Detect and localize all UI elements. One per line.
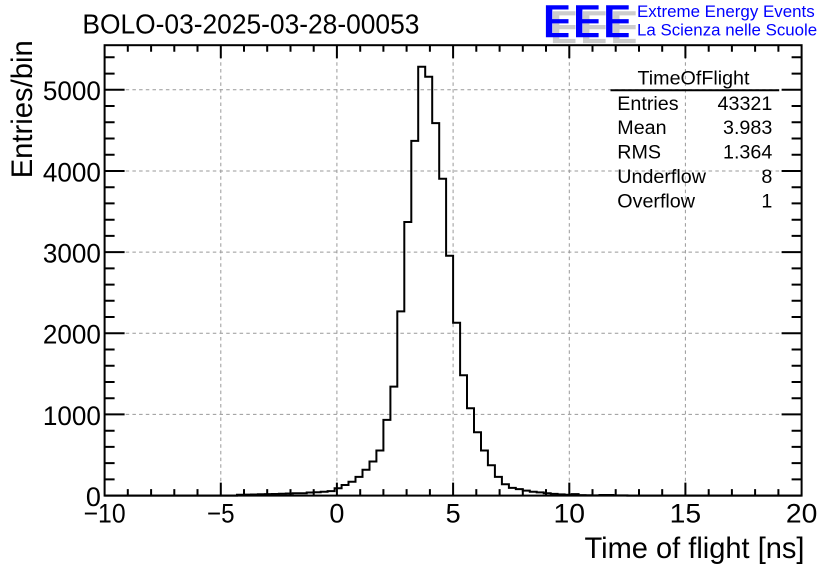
svg-text:Extreme Energy Events: Extreme Energy Events [637,2,815,21]
svg-text:5000: 5000 [43,76,101,106]
svg-text:1: 1 [761,190,772,212]
svg-text:Underflow: Underflow [617,166,706,188]
svg-text:RMS: RMS [617,142,661,164]
svg-text:1.364: 1.364 [723,142,772,164]
svg-text:5: 5 [446,499,461,529]
svg-text:15: 15 [670,499,702,529]
svg-text:Overflow: Overflow [617,190,695,212]
svg-text:0: 0 [329,499,344,529]
svg-text:Entries/bin: Entries/bin [6,40,39,178]
svg-text:La Scienza nelle Scuole: La Scienza nelle Scuole [637,20,817,39]
svg-text:TimeOfFlight: TimeOfFlight [638,67,750,89]
svg-text:BOLO-03-2025-03-28-00053: BOLO-03-2025-03-28-00053 [82,9,419,40]
svg-text:0: 0 [86,482,101,512]
svg-text:20: 20 [786,499,818,529]
svg-text:3000: 3000 [43,239,101,269]
svg-text:Mean: Mean [617,117,666,139]
svg-text:Entries: Entries [617,93,678,115]
svg-text:4000: 4000 [43,157,101,187]
svg-text:Time of flight [ns]: Time of flight [ns] [585,532,805,565]
svg-text:43321: 43321 [718,93,773,115]
svg-text:1000: 1000 [43,401,101,431]
svg-text:8: 8 [761,166,772,188]
svg-text:−5: −5 [207,499,235,529]
svg-text:2000: 2000 [43,320,101,350]
svg-text:−10: −10 [84,499,126,529]
svg-text:3.983: 3.983 [723,117,772,139]
svg-text:10: 10 [554,499,586,529]
